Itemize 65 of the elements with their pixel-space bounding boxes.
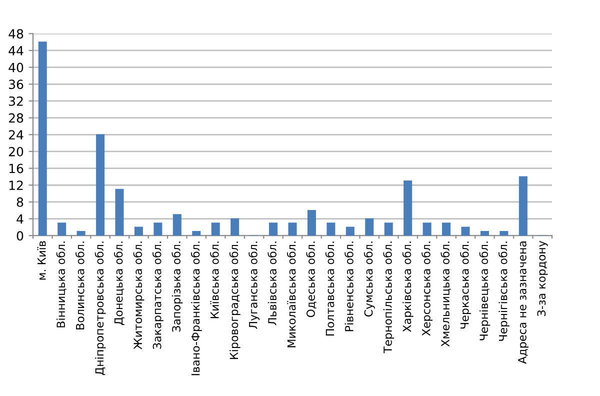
bar: [384, 222, 393, 236]
x-tick-label: Луганська обл.: [248, 242, 260, 329]
bar: [230, 218, 240, 236]
bar: [480, 230, 489, 236]
y-tick-label: 28: [8, 113, 24, 123]
x-tick-label: м. Київ: [37, 241, 46, 280]
bar: [269, 222, 278, 236]
y-tick-label: 12: [9, 180, 23, 190]
x-tick-label: Івано-Франківська обл.: [190, 242, 202, 376]
x-tick-label: Хмельницька обл.: [440, 242, 451, 347]
y-tick-label: 40: [8, 62, 24, 72]
x-tick-label: Дніпропетровська обл.: [94, 242, 106, 376]
x-tick-label: Черкаська обл.: [460, 242, 471, 329]
x-tick-label: Миколаївська обл.: [286, 242, 296, 348]
x-tick-label: Житомирська обл.: [133, 242, 144, 350]
bar: [422, 222, 432, 236]
bar: [307, 210, 316, 236]
y-tick-label: 48: [8, 29, 24, 39]
x-tick-label: Тернопільська обл.: [383, 242, 394, 354]
x-tick-label: Донецька обл.: [114, 242, 124, 325]
bar: [192, 230, 201, 236]
y-tick-label: 0: [16, 231, 24, 241]
x-tick-label: Закарпатська обл.: [152, 242, 164, 349]
x-tick-label: Чернігівська обл.: [498, 242, 510, 341]
bar: [38, 42, 47, 236]
x-tick-label: Запорізька обл.: [172, 242, 183, 332]
bar: [134, 226, 143, 236]
x-tick-label: Сумська обл.: [364, 242, 375, 317]
x-tick-label: Кіровоградська обл.: [229, 242, 240, 359]
x-tick-label: Полтавська обл.: [325, 242, 334, 336]
bar: [76, 230, 86, 236]
y-tick-label: 16: [9, 164, 24, 174]
bar: [461, 226, 470, 236]
y-tick-label: 36: [9, 80, 24, 90]
bar: [346, 226, 354, 236]
bar: [404, 180, 412, 236]
x-tick-label: Волинська обл.: [75, 242, 84, 330]
bar: [211, 222, 220, 236]
bar: [58, 222, 66, 236]
x-tick-label: Харківська обл.: [402, 242, 414, 332]
x-tick-label: Львівська обл.: [268, 242, 276, 326]
x-tick-label: Київська обл.: [210, 242, 219, 318]
bar: [442, 222, 451, 236]
x-tick-label: Одеська обл.: [306, 242, 316, 318]
x-tick-label: Рівненська обл.: [344, 242, 354, 332]
y-tick-label: 4: [16, 214, 24, 224]
bar: [115, 188, 124, 236]
bar: [96, 134, 105, 236]
y-tick-label: 20: [8, 146, 24, 156]
x-tick-label: Чернівецька обл.: [479, 242, 490, 340]
bar: [500, 230, 508, 236]
bar: [288, 222, 297, 236]
x-tick-label: Херсонська обл.: [422, 242, 433, 336]
bar: [154, 222, 162, 236]
bar: [172, 214, 182, 236]
y-tick-label: 32: [9, 96, 23, 106]
bar: [326, 222, 336, 236]
y-tick-label: 24: [8, 130, 24, 140]
y-tick-label: 8: [16, 197, 24, 207]
x-tick-label: З-за кордону: [537, 240, 548, 316]
x-tick-label: Вінницька обл.: [56, 242, 66, 328]
y-tick-label: 44: [8, 46, 24, 56]
bar: [365, 218, 374, 236]
bar: [518, 176, 528, 236]
x-tick-label: Адреса не зазначена: [518, 241, 529, 364]
